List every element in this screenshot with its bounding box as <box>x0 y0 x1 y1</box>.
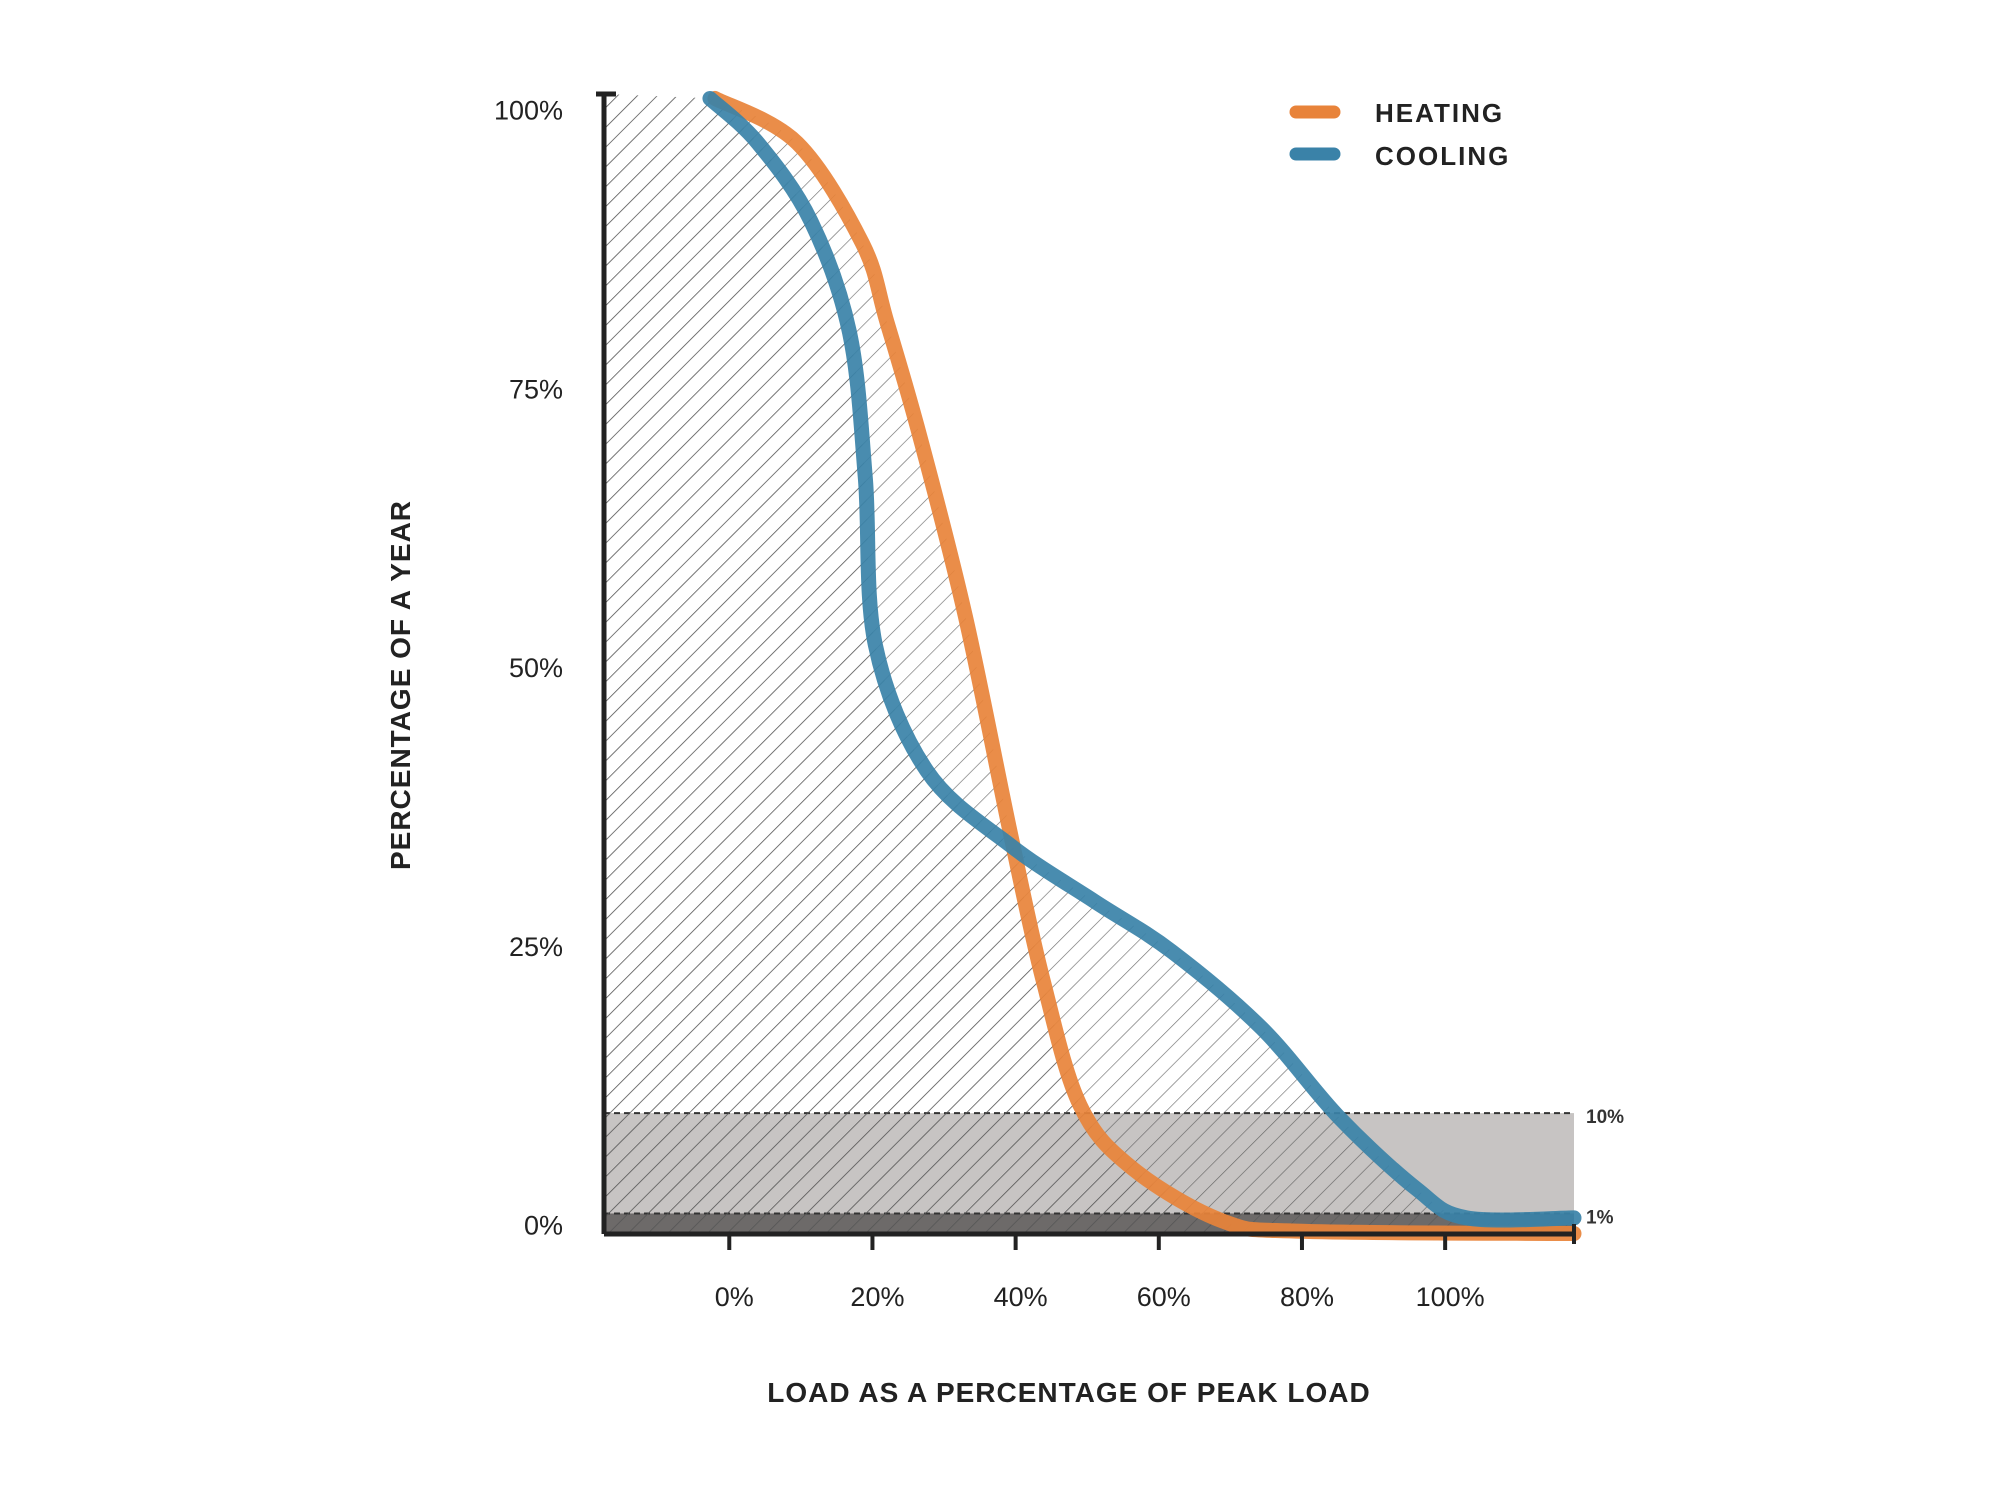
x-tick-label: 0% <box>715 1282 754 1312</box>
y-tick-label: 25% <box>509 932 563 962</box>
series-line-heating <box>707 90 1582 1242</box>
legend: HEATING COOLING <box>1289 98 1510 171</box>
x-tick-label: 20% <box>850 1282 904 1312</box>
series-line-cooling <box>702 90 1582 1228</box>
axes <box>596 91 1576 1250</box>
band-label-1%: 1% <box>1586 1207 1614 1228</box>
series-lines <box>702 90 1582 1242</box>
x-tick-label: 80% <box>1280 1282 1334 1312</box>
band-label-10%: 10% <box>1586 1107 1624 1128</box>
y-tick-label: 75% <box>509 374 563 404</box>
x-tick-label: 60% <box>1137 1282 1191 1312</box>
x-tick-label: 40% <box>994 1282 1048 1312</box>
y-tick-label: 0% <box>524 1211 563 1241</box>
hatched-area <box>604 94 1574 1234</box>
y-tick-label: 50% <box>509 653 563 683</box>
hatch-area-cooling <box>604 94 1574 1234</box>
legend-label-cooling: COOLING <box>1375 141 1510 171</box>
legend-label-heating: HEATING <box>1375 98 1504 128</box>
y-tick-label: 100% <box>494 96 563 126</box>
y-axis-title: PERCENTAGE OF A YEAR <box>385 500 416 870</box>
x-tick-label: 100% <box>1416 1282 1485 1312</box>
tick-labels: 0% 20% 40% 60% 80% 100% 0% 25% 50% 75% 100% <box>494 96 1485 1312</box>
x-axis-title: LOAD AS A PERCENTAGE OF PEAK LOAD <box>767 1377 1370 1408</box>
